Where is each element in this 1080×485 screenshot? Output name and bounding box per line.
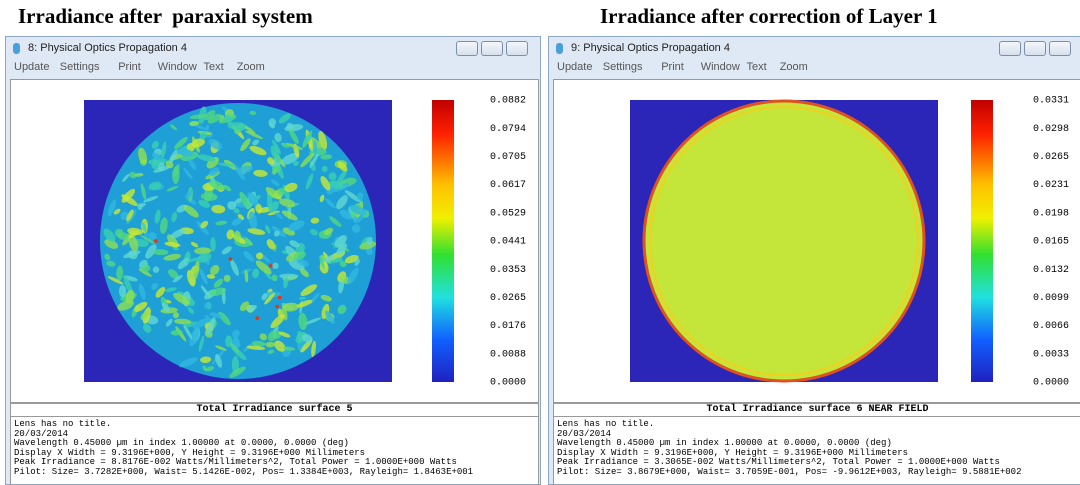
- window-title: 9: Physical Optics Propagation 4: [571, 42, 730, 54]
- colorbar: [971, 100, 993, 382]
- colorbar-label: 0.0353: [490, 265, 526, 276]
- menu-item[interactable]: Settings: [603, 61, 643, 73]
- colorbar-label: 0.0529: [490, 208, 526, 219]
- colorbar-label: 0.0033: [1033, 349, 1069, 360]
- menu-item[interactable]: Zoom: [237, 61, 265, 73]
- plot: 0.0882 0.0794 0.0705 0.0617 0.0529 0.0441 0.03…: [10, 79, 539, 403]
- colorbar-label: 0.0176: [490, 321, 526, 332]
- colorbar-label: 0.0331: [1033, 96, 1069, 107]
- minimize-button[interactable]: [999, 41, 1021, 56]
- window-buttons: [456, 41, 528, 56]
- close-button[interactable]: [1049, 41, 1071, 56]
- menu-item[interactable]: Text: [747, 61, 767, 73]
- window-title: 8: Physical Optics Propagation 4: [28, 42, 187, 54]
- heading: Irradiance after paraxial system: [18, 4, 313, 29]
- hot-spot: [229, 257, 233, 261]
- colorbar-label: 0.0441: [490, 237, 526, 248]
- colorbar: [432, 100, 454, 382]
- menu-item[interactable]: Window: [158, 61, 197, 73]
- colorbar-label: 0.0617: [490, 180, 526, 191]
- info-text: Lens has no title.20/03/2014Wavelength 0…: [11, 417, 538, 477]
- hot-spot: [269, 264, 273, 268]
- menu-item[interactable]: Update: [557, 61, 592, 73]
- text-panel: Total Irradiance surface 5Lens has no ti…: [10, 403, 539, 485]
- hot-spot: [275, 305, 279, 309]
- colorbar-label: 0.0099: [1033, 293, 1069, 304]
- colorbar-label: 0.0705: [490, 152, 526, 163]
- colorbar-label: 0.0882: [490, 96, 526, 107]
- beam: [644, 101, 924, 381]
- window-icon: [13, 43, 20, 54]
- colorbar-label: 0.0000: [490, 378, 526, 389]
- colorbar-label: 0.0165: [1033, 237, 1069, 248]
- speckle: [173, 312, 179, 318]
- colorbar-label: 0.0265: [490, 293, 526, 304]
- menu-item[interactable]: Zoom: [780, 61, 808, 73]
- window-icon: [556, 43, 563, 54]
- page: (() => { const data = JSON.parse(documen…: [0, 0, 1080, 485]
- maximize-button[interactable]: [481, 41, 503, 56]
- menu-item[interactable]: Window: [701, 61, 740, 73]
- speckle: [279, 274, 298, 279]
- close-button[interactable]: [506, 41, 528, 56]
- speckle: [119, 285, 126, 297]
- info-line: Pilot: Size= 3.7282E+000, Waist= 5.1426E…: [14, 468, 538, 478]
- window: 9: Physical Optics Propagation 4 Update Se…: [548, 36, 1080, 485]
- colorbar-label: 0.0088: [490, 349, 526, 360]
- plot: 0.0331 0.0298 0.0265 0.0231 0.0198 0.0165 0.01…: [553, 79, 1080, 403]
- colorbar-label: 0.0132: [1033, 265, 1069, 276]
- menu-item[interactable]: Text: [204, 61, 224, 73]
- maximize-button[interactable]: [1024, 41, 1046, 56]
- colorbar-label: 0.0298: [1033, 124, 1069, 135]
- colorbar-label: 0.0794: [490, 124, 526, 135]
- info-line: Pilot: Size= 3.8679E+000, Waist= 3.7059E…: [557, 468, 1080, 478]
- window: 8: Physical Optics Propagation 4 Update Se…: [5, 36, 541, 485]
- plot-caption: Total Irradiance surface 5: [11, 404, 538, 417]
- plot-caption: Total Irradiance surface 6 NEAR FIELD: [554, 404, 1080, 417]
- hot-spot: [255, 316, 259, 320]
- minimize-button[interactable]: [456, 41, 478, 56]
- colorbar-label: 0.0066: [1033, 321, 1069, 332]
- colorbar-label: 0.0000: [1033, 378, 1069, 389]
- menu-item[interactable]: Print: [118, 61, 141, 73]
- hot-spot: [278, 296, 282, 300]
- menu-item[interactable]: Update: [14, 61, 49, 73]
- info-line: Lens has no title.: [557, 420, 1080, 430]
- colorbar-label: 0.0231: [1033, 180, 1069, 191]
- menu-item[interactable]: Settings: [60, 61, 100, 73]
- heading: Irradiance after correction of Layer 1: [600, 4, 938, 29]
- colorbar-label: 0.0265: [1033, 152, 1069, 163]
- info-line: Lens has no title.: [14, 420, 538, 430]
- window-buttons: [999, 41, 1071, 56]
- hot-spot: [154, 239, 158, 243]
- menu-item[interactable]: Print: [661, 61, 684, 73]
- colorbar-label: 0.0198: [1033, 208, 1069, 219]
